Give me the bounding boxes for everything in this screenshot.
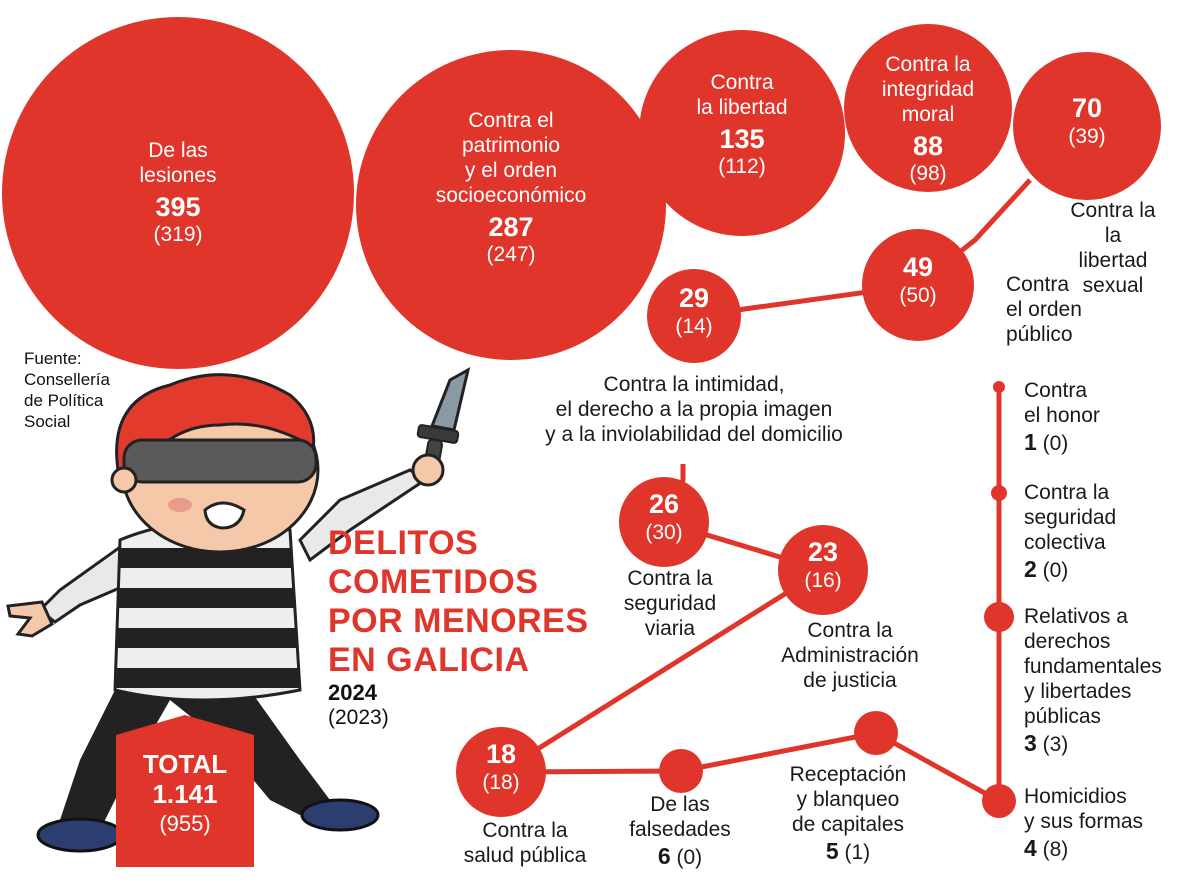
total-shape <box>116 715 254 867</box>
legend-previous-year: (2023) <box>328 706 389 729</box>
chart-title: DELITOS COMETIDOS POR MENORES EN GALICIA <box>328 524 589 679</box>
bubble-previous-1: (247) <box>486 243 536 266</box>
bubble-label-15: Contra el honor <box>1024 379 1100 427</box>
bubble-7 <box>619 477 709 567</box>
mouth <box>203 501 246 530</box>
eye-mask <box>122 438 318 484</box>
bubble-6 <box>647 269 741 363</box>
cheek <box>168 498 192 512</box>
bubble-value-14: 2 <box>1024 556 1037 582</box>
bubble-value-7: 26 <box>648 489 680 519</box>
bubble-label-3: Contra la integridad moral <box>881 53 975 126</box>
left-shoe <box>36 817 124 853</box>
bubble-value-row-14: 2 (0) <box>1024 557 1068 583</box>
bubble-previous-9: (18) <box>482 771 520 794</box>
bubble-previous-12: (8) <box>1036 838 1069 861</box>
bubble-value-0: 395 <box>155 192 201 222</box>
bubble-label-4: Contra la la libertad sexual <box>1070 199 1156 297</box>
bubble-previous-10: (0) <box>670 846 703 869</box>
right-shoe <box>300 798 380 832</box>
bubble-label-13: Relativos a derechos fundamentales y lib… <box>1024 605 1162 728</box>
bubble-10 <box>659 749 703 793</box>
bubble-value-12: 4 <box>1024 835 1037 861</box>
thief-illustration <box>6 367 471 853</box>
bubble-previous-4: (39) <box>1068 125 1106 148</box>
bubble-5 <box>862 229 974 341</box>
bubble-label-11: Receptación y blanqueo de capitales <box>789 763 907 836</box>
bubble-value-8: 23 <box>807 537 839 567</box>
bubble-value-row-12: 4 (8) <box>1024 836 1068 862</box>
bubble-label-0: De las lesiones <box>139 139 217 187</box>
bubble-label-14: Contra la seguridad colectiva <box>1024 481 1117 554</box>
ear <box>110 466 138 494</box>
bubble-1 <box>356 50 666 360</box>
bubble-14 <box>991 485 1007 501</box>
bubble-label-1: Contra el patrimonio y el orden socioeco… <box>435 109 587 207</box>
bubble-previous-15: (0) <box>1036 432 1069 455</box>
bubble-label-7: Contra la seguridad viaria <box>623 567 717 640</box>
bubble-previous-6: (14) <box>675 315 713 338</box>
shirt-stripes <box>115 548 300 688</box>
bubble-4 <box>1013 52 1161 200</box>
bubble-value-5: 49 <box>902 252 934 282</box>
bubble-value-6: 29 <box>678 283 710 313</box>
bubble-value-row-11: 5 (1) <box>826 839 870 865</box>
bubble-value-11: 5 <box>825 838 839 864</box>
bubble-label-9: Contra la salud pública <box>463 819 587 867</box>
bubble-value-row-13: 3 (3) <box>1024 731 1068 757</box>
bubble-value-15: 1 <box>1024 429 1037 455</box>
bubble-13 <box>984 602 1014 632</box>
bubble-label-12: Homicidios y sus formas <box>1024 785 1144 833</box>
bubble-label-10: De las falsedades <box>629 793 731 841</box>
bubble-previous-0: (319) <box>153 223 203 246</box>
bubble-previous-5: (50) <box>899 284 937 307</box>
total-previous: (955) <box>159 811 211 836</box>
bubble-2 <box>639 30 845 236</box>
bubble-previous-7: (30) <box>645 521 683 544</box>
total-badge: TOTAL 1.141 (955) <box>116 715 254 867</box>
bubble-previous-14: (0) <box>1036 559 1069 582</box>
bubble-label-5: Contra el orden público <box>1006 273 1082 346</box>
bubble-label-2: Contra la libertad <box>696 71 788 119</box>
bubble-value-9: 18 <box>485 739 517 769</box>
knife-blade-icon <box>429 367 471 432</box>
legs <box>60 660 330 830</box>
bubbles <box>2 17 1161 818</box>
bubble-value-4: 70 <box>1071 93 1103 123</box>
bubble-previous-2: (112) <box>718 155 766 178</box>
bubble-value-row-15: 1 (0) <box>1024 430 1068 456</box>
bubble-previous-8: (16) <box>804 569 842 592</box>
bubble-11 <box>854 711 898 755</box>
bubble-9 <box>456 727 546 817</box>
bubble-previous-3: (98) <box>909 162 947 185</box>
bubble-value-3: 88 <box>912 131 944 161</box>
total-value: 1.141 <box>152 779 218 809</box>
bubble-label-8: Contra la Administración de justicia <box>781 619 919 692</box>
bubble-value-10: 6 <box>657 843 671 869</box>
hair <box>115 373 316 472</box>
bubble-8 <box>778 525 868 615</box>
bubble-0 <box>2 17 354 369</box>
bubble-3 <box>844 24 1012 192</box>
bubble-previous-11: (1) <box>838 841 871 864</box>
bubble-15 <box>993 381 1005 393</box>
bubble-12 <box>982 784 1016 818</box>
total-label: TOTAL <box>142 749 228 779</box>
raised-hand <box>411 453 445 487</box>
bubble-previous-13: (3) <box>1036 733 1069 756</box>
bubble-label-6: Contra la intimidad, el derecho a la pro… <box>545 373 843 446</box>
bubble-value-2: 135 <box>719 124 765 154</box>
left-hand <box>6 600 54 638</box>
bubble-value-13: 3 <box>1024 730 1037 756</box>
bubble-value-row-10: 6 (0) <box>658 844 702 870</box>
bubble-value-1: 287 <box>488 212 534 242</box>
source-note: Fuente: Consellería de Política Social <box>24 349 110 431</box>
legend-current-year: 2024 <box>328 680 377 705</box>
